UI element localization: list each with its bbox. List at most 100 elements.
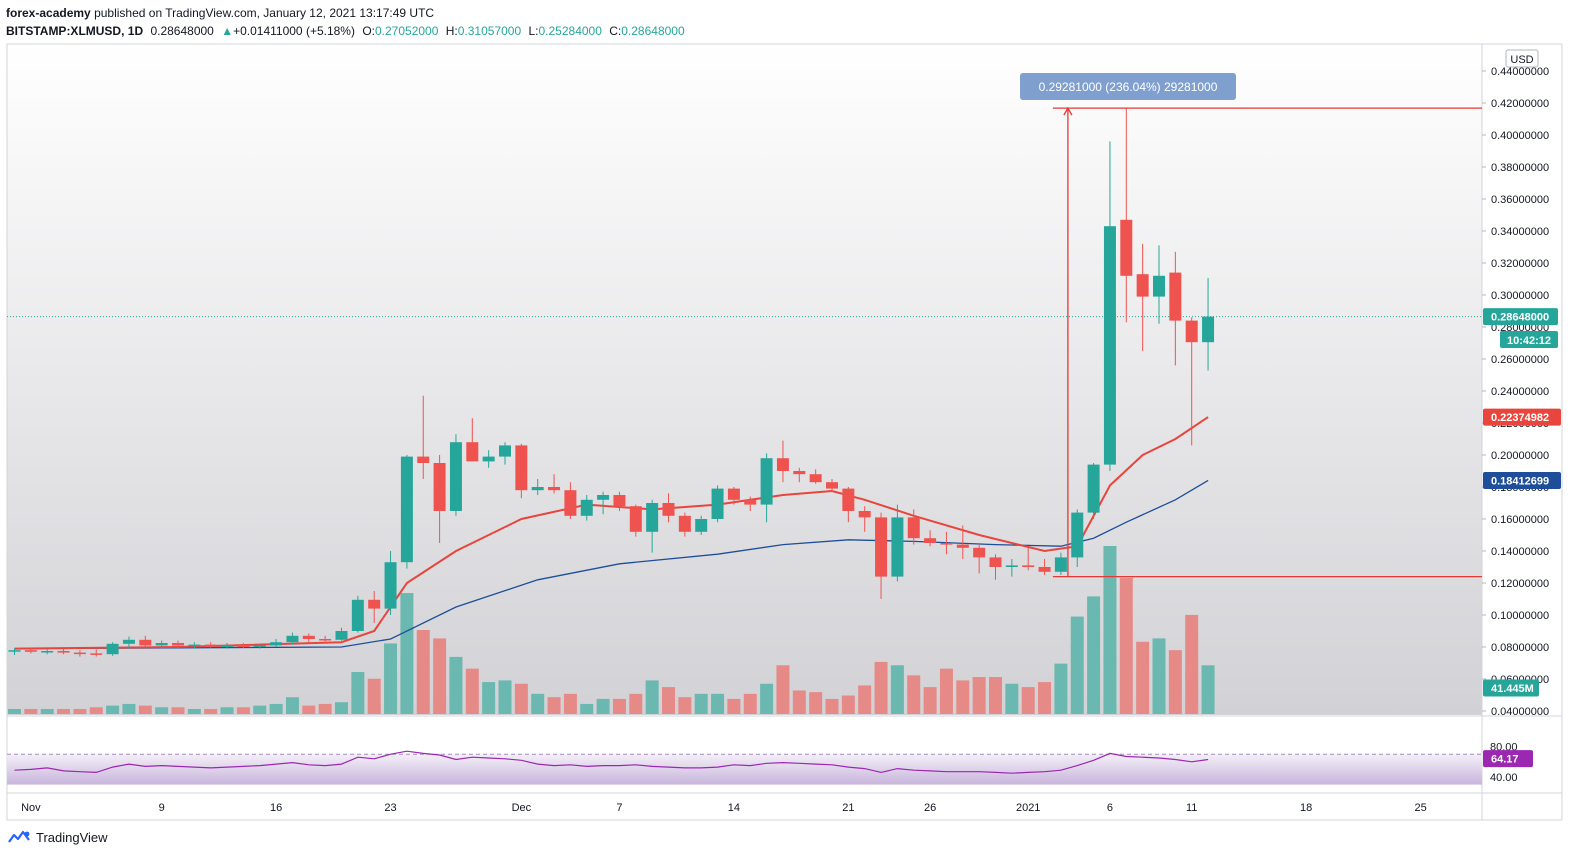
candle[interactable] [1202,278,1215,371]
candle[interactable] [711,485,724,523]
candle[interactable] [73,650,86,657]
volume-bar [1136,641,1150,714]
candle[interactable] [433,455,446,543]
tradingview-brand[interactable]: TradingView [8,829,108,845]
candle[interactable] [744,496,757,511]
candle[interactable] [351,595,364,633]
candle[interactable] [564,482,577,519]
candle[interactable] [597,491,610,515]
candle[interactable] [1136,243,1149,351]
candle[interactable] [924,530,937,547]
candle[interactable] [139,635,152,647]
candle-body [1185,320,1198,343]
candle[interactable] [776,440,789,483]
candle[interactable] [270,639,283,647]
candle[interactable] [613,491,626,511]
candle[interactable] [122,636,135,649]
candle[interactable] [302,633,315,643]
ema-slow-line [14,479,1209,650]
candle[interactable] [8,648,21,655]
volume-bar [204,708,218,714]
candle[interactable] [760,453,773,523]
candle[interactable] [973,543,986,574]
candle[interactable] [1071,509,1084,567]
candle-body [515,445,528,491]
candle-body [400,456,413,563]
candle-body [384,562,397,609]
candle[interactable] [400,455,413,569]
candle[interactable] [1153,245,1165,324]
candle[interactable] [155,640,168,649]
candle[interactable] [384,551,397,615]
candle[interactable] [629,504,642,537]
candle[interactable] [989,554,1002,580]
author-name[interactable]: forex-academy [6,6,91,20]
candle-body [1136,274,1149,297]
candle[interactable] [1169,251,1182,366]
candle[interactable] [237,643,250,648]
candle[interactable] [466,418,479,462]
candle[interactable] [1022,547,1035,571]
candle[interactable] [449,434,462,516]
ema-slow-tag: 0.18412699 [1491,475,1549,487]
candle[interactable] [188,642,201,649]
candle[interactable] [891,504,904,582]
symbol-label: BITSTAMP:XLMUSD, 1D [6,24,144,38]
candle[interactable] [842,487,855,523]
candle[interactable] [695,515,708,535]
candle[interactable] [956,525,969,559]
volume-bar [776,665,790,714]
candle[interactable] [1120,107,1133,323]
candle[interactable] [286,632,299,645]
countdown-tag: 10:42:12 [1507,335,1551,347]
candle[interactable] [319,635,332,643]
candle[interactable] [793,467,806,483]
candle[interactable] [417,395,430,479]
candle[interactable] [646,499,659,553]
candle[interactable] [41,649,54,655]
candle[interactable] [221,643,234,649]
candle[interactable] [368,591,381,623]
candle[interactable] [1005,559,1018,577]
candle[interactable] [1103,141,1116,471]
candle[interactable] [809,469,822,484]
candle[interactable] [1087,463,1100,519]
currency-box[interactable] [1505,49,1539,68]
volume-bar [122,703,136,714]
candle[interactable] [1054,552,1067,575]
volume-bar [187,708,201,714]
candle[interactable] [907,509,920,545]
brand-name: TradingView [36,829,108,845]
candle[interactable] [499,442,511,465]
candle[interactable] [1038,559,1051,575]
candle[interactable] [662,493,675,523]
candle[interactable] [727,487,740,505]
open-label: O: [362,24,375,38]
volume-bar [1168,650,1182,714]
candle[interactable] [875,512,888,599]
candle[interactable] [826,479,838,492]
candle[interactable] [580,495,593,521]
candle[interactable] [90,649,103,657]
candle[interactable] [106,642,119,656]
candle-body [466,442,479,462]
x-tick-label: 6 [1107,802,1113,814]
candle[interactable] [24,648,37,654]
candle[interactable] [858,506,871,532]
candle[interactable] [940,531,953,555]
candle[interactable] [531,479,544,495]
candle[interactable] [548,474,561,494]
candle[interactable] [172,640,184,648]
candle[interactable] [1185,317,1198,446]
candle[interactable] [678,512,691,537]
candle[interactable] [57,648,70,655]
price-pane[interactable] [7,44,1482,715]
volume-bar [563,693,577,714]
volume-bar [514,683,528,714]
candle[interactable] [335,627,348,641]
candle[interactable] [204,642,217,648]
candle[interactable] [482,450,495,468]
candle[interactable] [515,443,528,499]
candle[interactable] [253,643,266,649]
